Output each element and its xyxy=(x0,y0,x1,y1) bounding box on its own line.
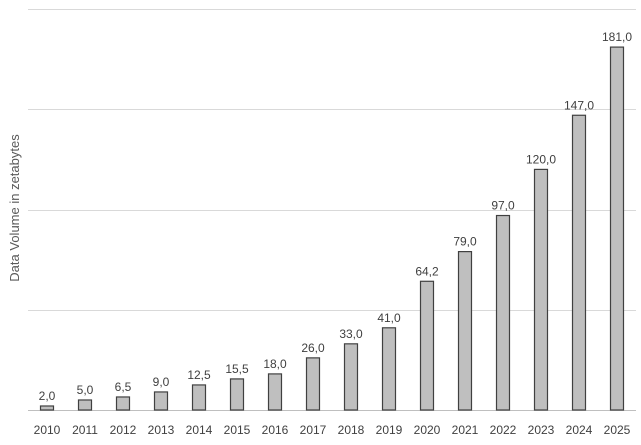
y-axis-title: Data Volume in zetabytes xyxy=(7,134,22,282)
bar-2013 xyxy=(153,391,169,411)
data-label-2022: 97,0 xyxy=(491,199,515,213)
data-label-2018: 33,0 xyxy=(339,327,363,341)
x-tick-label-2022: 2022 xyxy=(490,423,517,437)
data-label-2014: 12,5 xyxy=(187,368,211,382)
bar-2012 xyxy=(115,396,131,411)
bar-2016 xyxy=(267,373,283,411)
x-tick-label-2021: 2021 xyxy=(452,423,479,437)
data-label-2012: 6,5 xyxy=(115,380,132,394)
bar-2014 xyxy=(191,384,207,411)
data-label-2023: 120,0 xyxy=(526,152,556,166)
bar-2023 xyxy=(533,168,549,411)
bar-2024 xyxy=(571,114,587,411)
data-label-2017: 26,0 xyxy=(301,341,325,355)
x-tick-label-2011: 2011 xyxy=(72,423,98,437)
bar-2021 xyxy=(457,251,473,411)
data-label-2016: 18,0 xyxy=(263,357,287,371)
bar-2019 xyxy=(381,327,397,411)
x-tick-label-2020: 2020 xyxy=(414,423,441,437)
x-tick-label-2013: 2013 xyxy=(148,423,175,437)
x-tick-label-2019: 2019 xyxy=(376,423,403,437)
bar-2010 xyxy=(39,405,55,411)
data-label-2020: 64,2 xyxy=(415,264,439,278)
data-label-2011: 5,0 xyxy=(77,383,94,397)
bar-2015 xyxy=(229,378,245,411)
x-tick-label-2017: 2017 xyxy=(300,423,327,437)
bar-2025 xyxy=(609,46,625,411)
x-tick-label-2014: 2014 xyxy=(186,423,213,437)
bar-2020 xyxy=(419,280,435,411)
data-label-2025: 181,0 xyxy=(602,30,632,44)
x-tick-label-2018: 2018 xyxy=(338,423,365,437)
bar-2011 xyxy=(77,399,93,411)
x-tick-label-2010: 2010 xyxy=(34,423,61,437)
x-tick-label-2023: 2023 xyxy=(528,423,555,437)
data-label-2021: 79,0 xyxy=(453,235,477,249)
x-tick-label-2015: 2015 xyxy=(224,423,251,437)
x-tick-label-2016: 2016 xyxy=(262,423,289,437)
x-tick-label-2024: 2024 xyxy=(566,423,593,437)
x-tick-label-2012: 2012 xyxy=(110,423,137,437)
data-label-2024: 147,0 xyxy=(564,98,594,112)
x-axis-tick-labels: 2010 2011 2012 2013 2014 2015 2016 2017 2018 2019… xyxy=(34,423,631,437)
data-label-2015: 15,5 xyxy=(225,362,249,376)
data-label-2019: 41,0 xyxy=(377,311,401,325)
data-label-2013: 9,0 xyxy=(153,375,170,389)
bar-2022 xyxy=(495,214,511,411)
data-labels: 2,0 5,0 6,5 9,0 12,5 15,5 18,0 26,0 33,0 41,0 64,2… xyxy=(39,30,633,403)
bar-2018 xyxy=(343,343,359,411)
x-tick-label-2025: 2025 xyxy=(604,423,631,437)
bar-2017 xyxy=(305,357,321,411)
data-label-2010: 2,0 xyxy=(39,389,56,403)
bars xyxy=(39,46,625,411)
